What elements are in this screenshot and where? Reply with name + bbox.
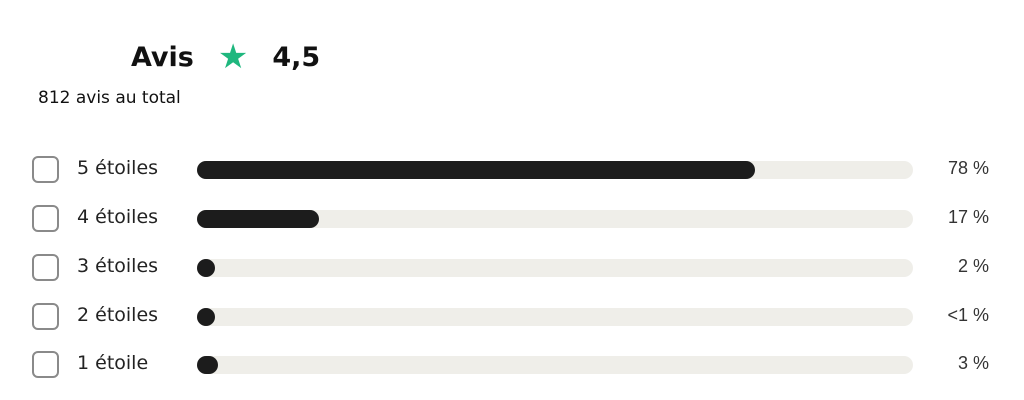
rating-label: 2 étoiles [77,304,159,326]
rating-row[interactable]: 2 étoiles <1 % [0,298,1024,338]
rating-label: 1 étoile [77,352,149,374]
rating-percent: 17 % [947,207,989,227]
total-reviews: 812 avis au total [38,88,181,108]
rating-bar-fill [197,356,219,374]
rating-bar-track [197,259,913,277]
rating-bar-fill [197,210,319,228]
rating-checkbox[interactable] [32,303,59,330]
rating-row[interactable]: 1 étoile 3 % [0,346,1024,386]
rating-row[interactable]: 4 étoiles 17 % [0,200,1024,240]
rating-percent: 78 % [947,158,989,178]
rating-label: 5 étoiles [77,157,159,179]
rating-checkbox[interactable] [32,205,59,232]
reviews-header: Avis ★ 4,5 [131,40,320,74]
star-icon: ★ [217,37,249,77]
rating-checkbox[interactable] [32,351,59,378]
rating-bar-track [197,210,913,228]
rating-bar-fill [197,259,215,277]
rating-checkbox[interactable] [32,254,59,281]
rating-row[interactable]: 5 étoiles 78 % [0,151,1024,191]
rating-bar-fill [197,161,756,179]
rating-checkbox[interactable] [32,156,59,183]
rating-percent: <1 % [947,305,989,325]
average-rating: 4,5 [272,41,321,73]
reviews-title: Avis [131,41,194,73]
rating-row[interactable]: 3 étoiles 2 % [0,249,1024,289]
rating-label: 4 étoiles [77,206,159,228]
rating-percent: 2 % [957,256,989,276]
rating-percent: 3 % [957,353,989,373]
rating-bar-track [197,161,913,179]
rating-label: 3 étoiles [77,255,159,277]
rating-bar-fill [197,308,215,326]
rating-bar-track [197,356,913,374]
rating-bar-track [197,308,913,326]
